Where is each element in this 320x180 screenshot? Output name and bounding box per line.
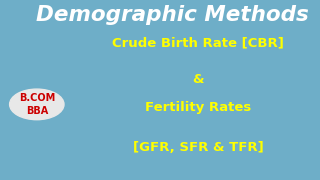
Text: [GFR, SFR & TFR]: [GFR, SFR & TFR] <box>133 141 264 154</box>
Text: &: & <box>193 73 204 86</box>
Text: B.COM
BBA: B.COM BBA <box>19 93 55 116</box>
Text: Crude Birth Rate [CBR]: Crude Birth Rate [CBR] <box>112 37 284 50</box>
Text: Fertility Rates: Fertility Rates <box>145 102 252 114</box>
Text: Demographic Methods: Demographic Methods <box>36 5 309 25</box>
Circle shape <box>10 89 64 120</box>
